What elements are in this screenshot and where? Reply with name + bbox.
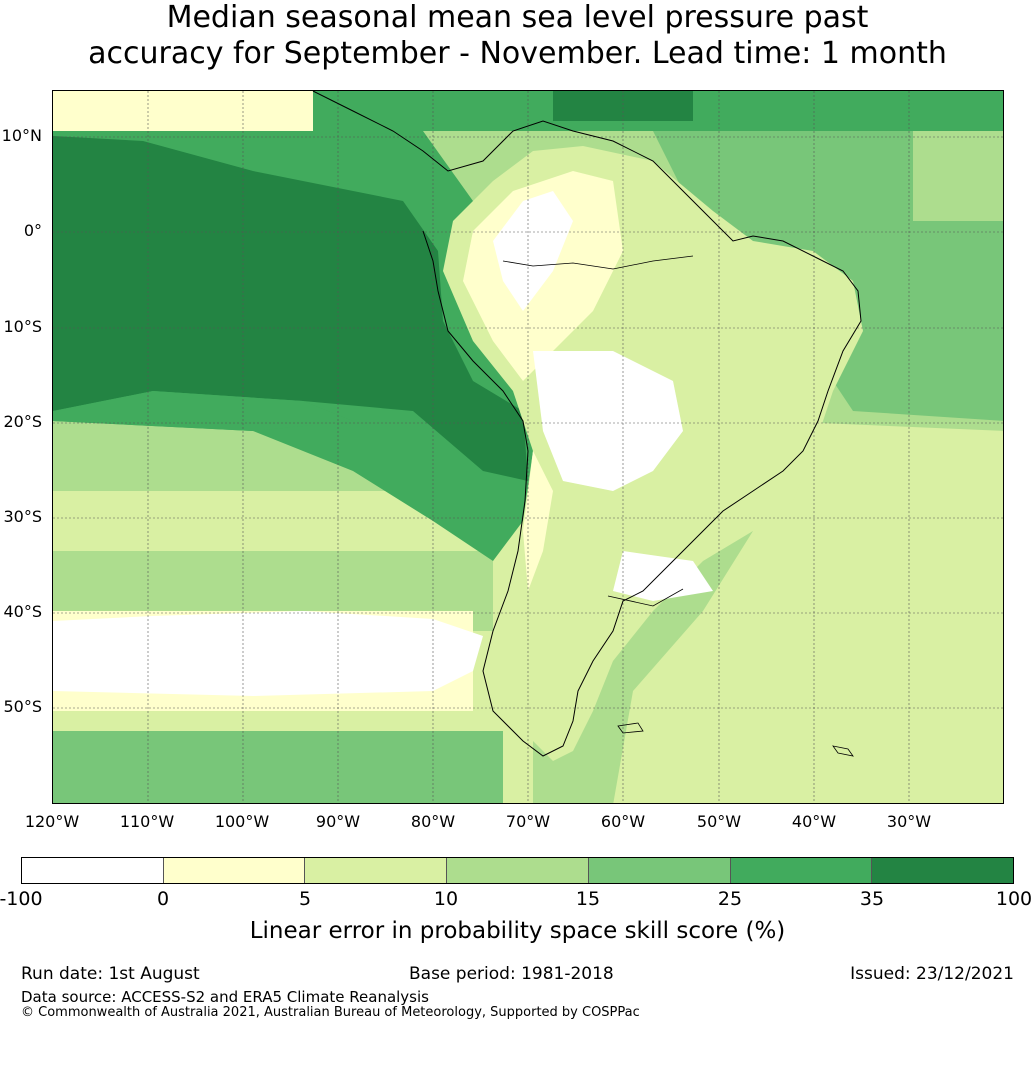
lat-label-30s: 30°S	[3, 507, 42, 526]
copyright: © Commonwealth of Australia 2021, Austra…	[21, 1005, 640, 1020]
colorbar-segment-5	[588, 858, 731, 883]
colorbar-tick-25: 25	[717, 888, 743, 910]
colorbar-tick-100: 100	[995, 888, 1033, 910]
base-period: Base period: 1981-2018	[409, 964, 614, 984]
title-line-1: Median seasonal mean sea level pressure …	[166, 0, 869, 35]
lon-label-90w: 90°W	[315, 812, 361, 831]
lon-label-110w: 110°W	[119, 812, 175, 831]
data-source: Data source: ACCESS-S2 and ERA5 Climate …	[21, 988, 429, 1006]
map-title: Median seasonal mean sea level pressure …	[0, 0, 1035, 72]
title-line-2: accuracy for September - November. Lead …	[88, 36, 947, 71]
lat-label-10s: 10°S	[3, 317, 42, 336]
lon-label-30w: 30°W	[886, 812, 932, 831]
colorbar-segment-2	[163, 858, 306, 883]
lat-label-40s: 40°S	[3, 602, 42, 621]
lon-label-50w: 50°W	[696, 812, 742, 831]
run-date: Run date: 1st August	[21, 964, 200, 984]
lon-label-70w: 70°W	[505, 812, 551, 831]
lat-label-0: 0°	[23, 221, 42, 240]
colorbar-tick-5: 5	[298, 888, 312, 910]
lon-label-80w: 80°W	[410, 812, 456, 831]
colorbar-segment-7	[872, 858, 1014, 883]
colorbar-tick-10: 10	[433, 888, 459, 910]
lon-label-60w: 60°W	[600, 812, 646, 831]
coastline	[312, 91, 862, 757]
lat-label-10n: 10°N	[1, 126, 42, 145]
lon-label-120w: 120°W	[24, 812, 80, 831]
lat-label-20s: 20°S	[3, 412, 42, 431]
map-canvas	[53, 91, 1003, 803]
colorbar-segment-4	[447, 858, 589, 883]
colorbar-segment-3	[305, 858, 448, 883]
colorbar-tick-15: 15	[575, 888, 601, 910]
colorbar-tick-0: 0	[156, 888, 170, 910]
lon-label-40w: 40°W	[791, 812, 837, 831]
lon-label-100w: 100°W	[214, 812, 270, 831]
colorbar	[21, 857, 1014, 884]
colorbar-label: Linear error in probability space skill …	[249, 918, 786, 944]
colorbar-segment-6	[730, 858, 873, 883]
colorbar-tick-m100: -100	[0, 888, 43, 910]
skill-score-map	[52, 90, 1004, 804]
colorbar-tick-35: 35	[859, 888, 885, 910]
lat-label-50s: 50°S	[3, 697, 42, 716]
issued-date: Issued: 23/12/2021	[850, 964, 1014, 984]
colorbar-segment-1	[22, 858, 164, 883]
